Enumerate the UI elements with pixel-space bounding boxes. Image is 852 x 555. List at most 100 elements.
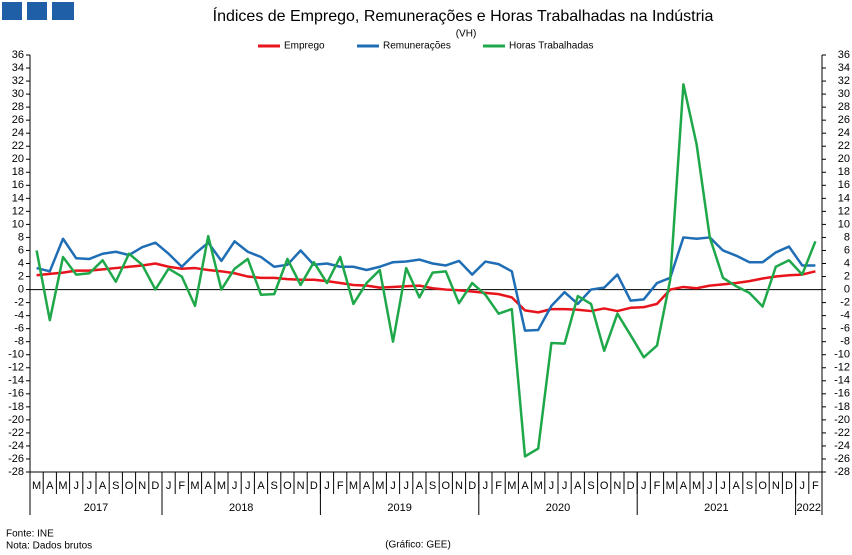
y2-tick-label: 26 — [838, 114, 850, 126]
x-tick-label: M — [190, 480, 199, 492]
x-tick-label: J — [799, 480, 805, 492]
x-tick-label: J — [562, 480, 568, 492]
y-tick-label: -24 — [8, 440, 24, 452]
x-tick-label: J — [720, 480, 726, 492]
x-tick-label: M — [507, 480, 516, 492]
x-tick-label: F — [654, 480, 661, 492]
series-line — [36, 236, 816, 332]
y2-tick-label: 14 — [838, 192, 850, 204]
y2-tick-label: -8 — [840, 336, 850, 348]
y-tick-label: 18 — [12, 166, 24, 178]
x-tick-label: N — [138, 480, 146, 492]
x-tick-label: M — [534, 480, 543, 492]
y-tick-label: 14 — [12, 192, 24, 204]
y-tick-label: -18 — [8, 401, 24, 413]
y-tick-label: 20 — [12, 153, 24, 165]
x-tick-label: D — [627, 480, 635, 492]
y2-tick-label: 20 — [838, 153, 850, 165]
y2-tick-label: 32 — [838, 75, 850, 87]
legend-label: Remunerações — [383, 41, 451, 52]
y-tick-label: 10 — [12, 218, 24, 230]
x-tick-label: S — [429, 480, 436, 492]
y2-tick-label: 22 — [838, 140, 850, 152]
y-tick-label: 6 — [18, 244, 24, 256]
y-tick-label: 36 — [12, 49, 24, 61]
credit: (Gráfico: GEE) — [385, 540, 451, 551]
y2-tick-label: -24 — [834, 440, 850, 452]
x-tick-label: F — [337, 480, 344, 492]
x-tick-label: M — [217, 480, 226, 492]
y-tick-label: 16 — [12, 179, 24, 191]
x-tick-label: J — [232, 480, 238, 492]
y2-tick-label: -10 — [834, 349, 850, 361]
x-tick-label: M — [58, 480, 67, 492]
y2-tick-label: -22 — [834, 427, 850, 439]
x-tick-label: J — [390, 480, 396, 492]
y-tick-label: 32 — [12, 75, 24, 87]
y-tick-label: 4 — [18, 257, 24, 269]
x-tick-label: S — [746, 480, 753, 492]
x-tick-label: M — [692, 480, 701, 492]
x-tick-label: J — [324, 480, 330, 492]
note: Nota: Dados brutos — [6, 541, 92, 552]
y2-tick-label: 18 — [838, 166, 850, 178]
y2-tick-label: 10 — [838, 218, 850, 230]
x-tick-label: A — [46, 480, 54, 492]
y2-tick-label: 0 — [844, 283, 850, 295]
x-tick-label: J — [403, 480, 409, 492]
x-tick-label: A — [363, 480, 371, 492]
y-tick-label: 2 — [18, 270, 24, 282]
x-tick-label: A — [99, 480, 107, 492]
logo-block — [52, 2, 74, 20]
y2-tick-label: 24 — [838, 127, 850, 139]
x-tick-label: J — [483, 480, 489, 492]
y-tick-label: -2 — [14, 297, 24, 309]
y2-tick-label: 6 — [844, 244, 850, 256]
x-tick-label: D — [785, 480, 793, 492]
x-tick-label: A — [257, 480, 265, 492]
legend-label: Horas Trabalhadas — [509, 41, 594, 52]
x-tick-label: M — [375, 480, 384, 492]
y2-tick-label: 2 — [844, 270, 850, 282]
y-tick-label: -8 — [14, 336, 24, 348]
y-tick-label: 12 — [12, 205, 24, 217]
y2-tick-label: -6 — [840, 323, 850, 335]
y2-tick-label: -4 — [840, 310, 850, 322]
y2-tick-label: 8 — [844, 231, 850, 243]
x-tick-label: O — [283, 480, 292, 492]
x-tick-label: J — [245, 480, 251, 492]
y2-tick-label: 34 — [838, 62, 850, 74]
y-tick-label: -12 — [8, 362, 24, 374]
y-tick-label: 34 — [12, 62, 24, 74]
y-tick-label: 0 — [18, 283, 24, 295]
x-tick-label: J — [549, 480, 555, 492]
y2-tick-label: 4 — [844, 257, 850, 269]
y2-tick-label: -16 — [834, 388, 850, 400]
x-tick-label: O — [125, 480, 134, 492]
x-tick-label: N — [772, 480, 780, 492]
y2-tick-label: 12 — [838, 205, 850, 217]
x-tick-label: J — [166, 480, 172, 492]
y-tick-label: 24 — [12, 127, 24, 139]
x-tick-label: D — [151, 480, 159, 492]
y2-tick-label: -14 — [834, 375, 850, 387]
year-label: 2017 — [84, 502, 108, 514]
year-label: 2021 — [704, 502, 728, 514]
x-tick-label: A — [733, 480, 741, 492]
y-tick-label: -6 — [14, 323, 24, 335]
x-tick-label: F — [495, 480, 502, 492]
x-tick-label: A — [574, 480, 582, 492]
x-tick-label: A — [205, 480, 213, 492]
chart-subtitle: (VH) — [456, 29, 477, 40]
year-label: 2019 — [387, 502, 411, 514]
x-tick-label: J — [707, 480, 713, 492]
logo-block — [27, 2, 47, 20]
y2-tick-label: 30 — [838, 88, 850, 100]
x-tick-label: A — [416, 480, 424, 492]
y-tick-label: 28 — [12, 101, 24, 113]
x-tick-label: F — [812, 480, 819, 492]
y2-tick-label: -12 — [834, 362, 850, 374]
y2-tick-label: -18 — [834, 401, 850, 413]
legend-label: Emprego — [284, 41, 325, 52]
